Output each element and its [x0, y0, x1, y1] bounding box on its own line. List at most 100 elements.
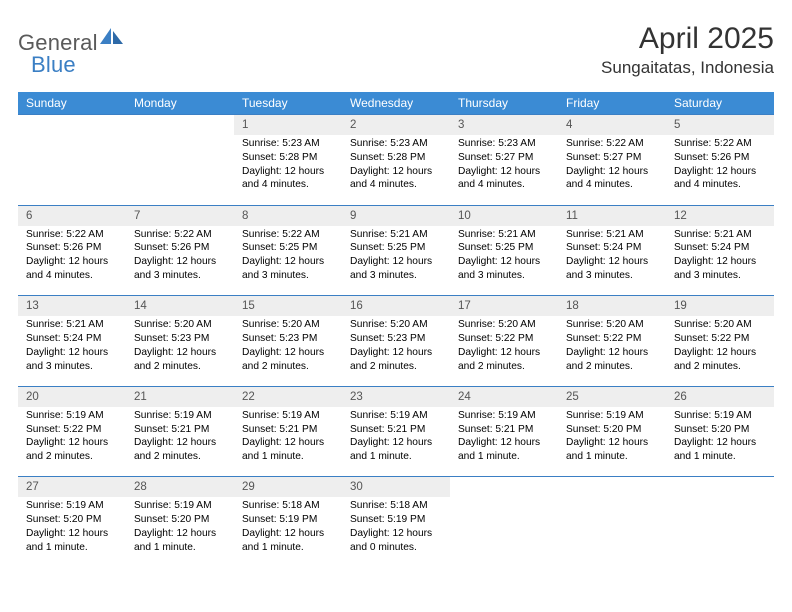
day-body-cell [666, 497, 774, 567]
sunset-label: Sunset: 5:22 PM [26, 424, 101, 435]
sunrise-label: Sunrise: 5:23 AM [242, 138, 320, 149]
day-body-cell: Sunrise: 5:21 AMSunset: 5:24 PMDaylight:… [18, 316, 126, 386]
daylight-label: Daylight: 12 hours and 3 minutes. [566, 256, 648, 281]
day-body-cell: Sunrise: 5:21 AMSunset: 5:25 PMDaylight:… [342, 226, 450, 296]
day-body-cell: Sunrise: 5:22 AMSunset: 5:26 PMDaylight:… [18, 226, 126, 296]
day-number-cell: 11 [558, 205, 666, 226]
day-number-cell: 16 [342, 296, 450, 317]
day-number-cell: 27 [18, 477, 126, 498]
header: General April 2025 Sungaitatas, Indonesi… [18, 22, 774, 78]
daylight-label: Daylight: 12 hours and 3 minutes. [674, 256, 756, 281]
day-number-cell [666, 477, 774, 498]
day-number-cell: 28 [126, 477, 234, 498]
sunset-label: Sunset: 5:24 PM [26, 333, 101, 344]
day-body-cell: Sunrise: 5:21 AMSunset: 5:24 PMDaylight:… [666, 226, 774, 296]
sunrise-label: Sunrise: 5:20 AM [134, 319, 212, 330]
sunset-label: Sunset: 5:23 PM [350, 333, 425, 344]
sunrise-label: Sunrise: 5:20 AM [674, 319, 752, 330]
sunset-label: Sunset: 5:26 PM [674, 152, 749, 163]
sunrise-label: Sunrise: 5:22 AM [134, 229, 212, 240]
daylight-label: Daylight: 12 hours and 3 minutes. [242, 256, 324, 281]
day-body-cell: Sunrise: 5:18 AMSunset: 5:19 PMDaylight:… [234, 497, 342, 567]
day-number-row: 20212223242526 [18, 386, 774, 407]
sunrise-label: Sunrise: 5:20 AM [458, 319, 536, 330]
daylight-label: Daylight: 12 hours and 4 minutes. [458, 166, 540, 191]
day-number-row: 13141516171819 [18, 296, 774, 317]
day-body-cell: Sunrise: 5:19 AMSunset: 5:20 PMDaylight:… [126, 497, 234, 567]
day-body-cell: Sunrise: 5:19 AMSunset: 5:21 PMDaylight:… [342, 407, 450, 477]
weekday-header: Thursday [450, 92, 558, 115]
day-body-cell: Sunrise: 5:22 AMSunset: 5:26 PMDaylight:… [666, 135, 774, 205]
page-title: April 2025 [601, 22, 774, 56]
day-number-cell: 10 [450, 205, 558, 226]
logo-sail-icon [100, 28, 124, 49]
day-body-cell: Sunrise: 5:22 AM Sunset: 5:25 PM Daylight:… [234, 226, 342, 296]
day-body-cell: Sunrise: 5:21 AMSunset: 5:25 PMDaylight:… [450, 226, 558, 296]
day-number-cell: 9 [342, 205, 450, 226]
day-number-cell: 20 [18, 386, 126, 407]
sunrise-label: Sunrise: 5:22 AM [566, 138, 644, 149]
daylight-label: Daylight: 12 hours and 3 minutes. [134, 256, 216, 281]
daylight-label: Daylight: 12 hours and 1 minute. [458, 437, 540, 462]
weekday-header: Sunday [18, 92, 126, 115]
sunrise-label: Sunrise: 5:22 AM [26, 229, 104, 240]
sunrise-label: Sunrise: 5:23 AM [350, 138, 428, 149]
daylight-label: Daylight: 12 hours and 1 minute. [242, 437, 324, 462]
sunrise-label: Sunrise: 5:18 AM [242, 500, 320, 511]
sunrise-label: Sunrise: 5:21 AM [566, 229, 644, 240]
daylight-label: Daylight: 12 hours and 4 minutes. [674, 166, 756, 191]
sunrise-label: Sunrise: 5:19 AM [566, 410, 644, 421]
day-number-cell: 23 [342, 386, 450, 407]
day-number-cell: 2 [342, 115, 450, 136]
daylight-label: Daylight: 12 hours and 2 minutes. [134, 347, 216, 372]
day-body-cell: Sunrise: 5:21 AM Sunset: 5:24 PM Daylight:… [558, 226, 666, 296]
sunset-label: Sunset: 5:21 PM [458, 424, 533, 435]
sunrise-label: Sunrise: 5:19 AM [26, 500, 104, 511]
day-body-cell: Sunrise: 5:22 AMSunset: 5:26 PMDaylight:… [126, 226, 234, 296]
daylight-label: Daylight: 12 hours and 3 minutes. [26, 347, 108, 372]
day-body-cell: Sunrise: 5:19 AM Sunset: 5:20 PM Daylight:… [18, 497, 126, 567]
day-body-row: Sunrise: 5:21 AMSunset: 5:24 PMDaylight:… [18, 316, 774, 386]
daylight-label: Daylight: 12 hours and 2 minutes. [26, 437, 108, 462]
sunset-label: Sunset: 5:20 PM [26, 514, 101, 525]
sunset-label: Sunset: 5:22 PM [674, 333, 749, 344]
day-number-cell [126, 115, 234, 136]
day-number-cell: 30 [342, 477, 450, 498]
day-body-cell [18, 135, 126, 205]
day-number-cell [18, 115, 126, 136]
sunrise-label: Sunrise: 5:19 AM [674, 410, 752, 421]
daylight-label: Daylight: 12 hours and 1 minute. [26, 528, 108, 553]
day-number-cell: 1 [234, 115, 342, 136]
day-number-row: 6789101112 [18, 205, 774, 226]
weekday-header: Monday [126, 92, 234, 115]
daylight-label: Daylight: 12 hours and 3 minutes. [458, 256, 540, 281]
day-number-cell: 21 [126, 386, 234, 407]
sunset-label: Sunset: 5:27 PM [458, 152, 533, 163]
day-body-cell: Sunrise: 5:20 AM Sunset: 5:22 PM Daylight:… [666, 316, 774, 386]
day-number-row: 27282930 [18, 477, 774, 498]
sunrise-label: Sunrise: 5:23 AM [458, 138, 536, 149]
day-body-row: Sunrise: 5:19 AM Sunset: 5:20 PM Daylight:… [18, 497, 774, 567]
day-body-cell: Sunrise: 5:19 AMSunset: 5:20 PMDaylight:… [666, 407, 774, 477]
sunset-label: Sunset: 5:24 PM [566, 242, 641, 253]
sunset-label: Sunset: 5:25 PM [242, 242, 317, 253]
day-number-cell [558, 477, 666, 498]
sunset-label: Sunset: 5:24 PM [674, 242, 749, 253]
day-number-cell: 19 [666, 296, 774, 317]
daylight-label: Daylight: 12 hours and 2 minutes. [674, 347, 756, 372]
sunset-label: Sunset: 5:19 PM [350, 514, 425, 525]
day-body-row: Sunrise: 5:23 AMSunset: 5:28 PMDaylight:… [18, 135, 774, 205]
day-number-cell: 26 [666, 386, 774, 407]
day-body-cell: Sunrise: 5:19 AMSunset: 5:22 PMDaylight:… [18, 407, 126, 477]
sunrise-label: Sunrise: 5:21 AM [458, 229, 536, 240]
daylight-label: Daylight: 12 hours and 3 minutes. [350, 256, 432, 281]
sunrise-label: Sunrise: 5:18 AM [350, 500, 428, 511]
location-label: Sungaitatas, Indonesia [601, 58, 774, 78]
day-body-cell [126, 135, 234, 205]
weekday-header: Friday [558, 92, 666, 115]
sunset-label: Sunset: 5:22 PM [458, 333, 533, 344]
day-number-cell: 15 [234, 296, 342, 317]
sunrise-label: Sunrise: 5:22 AM [242, 229, 320, 240]
day-number-cell: 7 [126, 205, 234, 226]
day-body-cell: Sunrise: 5:20 AMSunset: 5:23 PMDaylight:… [342, 316, 450, 386]
